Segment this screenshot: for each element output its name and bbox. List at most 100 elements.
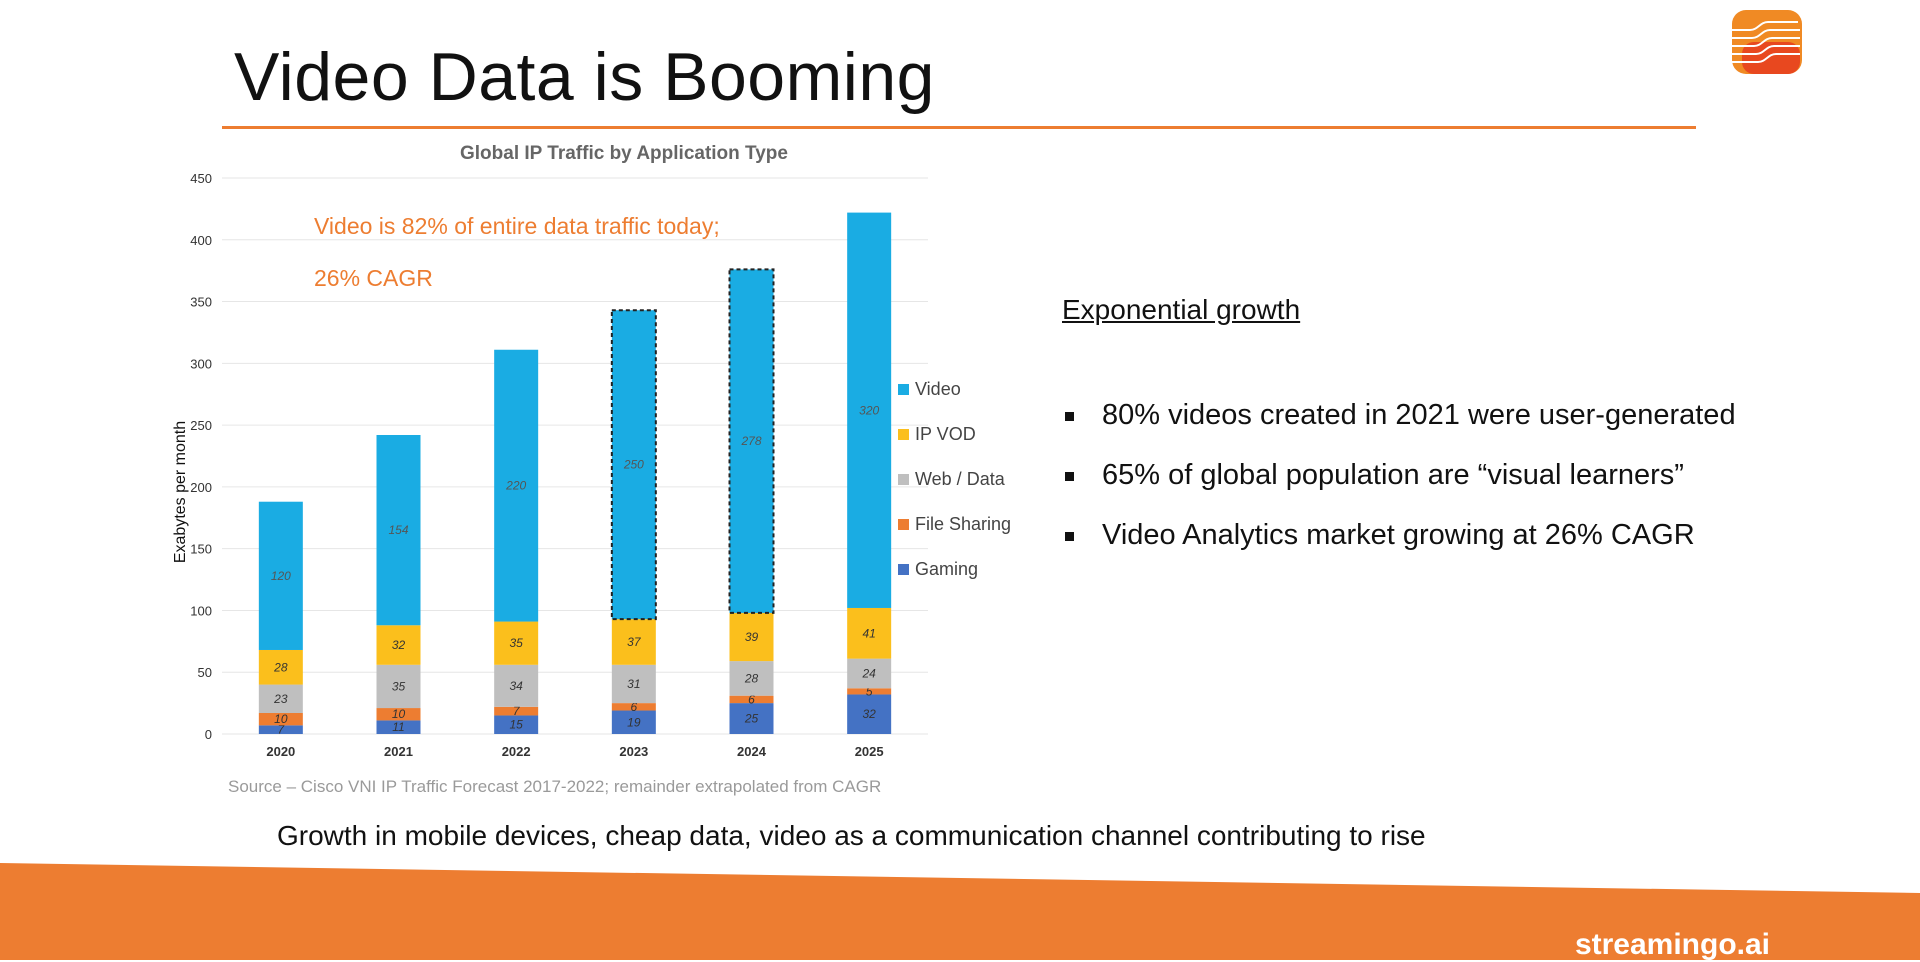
legend-label: Video [915,379,961,399]
bar-segment [610,309,657,621]
bar-data-label: 39 [745,630,759,644]
legend-swatch [898,564,909,575]
legend-swatch [898,519,909,530]
bar-segment [729,612,774,662]
bar-segment [611,619,656,665]
bar-data-label: 34 [509,679,523,693]
bar-segment [376,664,421,709]
bar-segment [258,501,303,650]
bar-data-label: 24 [861,666,876,680]
y-tick-label: 350 [190,295,212,310]
bar-data-label: 28 [273,660,288,674]
chart-annotation-line-2: 26% CAGR [314,265,433,291]
bar-data-label: 31 [627,677,640,691]
bar-segment [258,712,303,726]
y-tick-label: 0 [205,727,212,742]
bar-segment [611,703,656,711]
bar-segment [847,607,892,659]
slide-title: Video Data is Booming [234,39,935,115]
bar-segment [847,694,892,734]
bar-data-label: 120 [271,569,291,583]
legend-label: Web / Data [915,469,1006,489]
bar-stacks: 7102328120111035321541573435220196313725… [258,212,892,737]
bar-data-label: 6 [630,700,637,714]
bar-data-label: 35 [509,636,523,650]
bar-data-label: 10 [274,712,288,726]
right-heading: Exponential growth [1062,294,1301,325]
bar-data-label: 28 [744,671,759,685]
bar-data-label: 278 [740,434,761,448]
legend-label: Gaming [915,559,978,579]
bar-segment [728,268,775,614]
bar-data-label: 41 [862,626,875,640]
y-axis-label: Exabytes per month [172,421,189,563]
bar-segment [376,708,421,721]
bar-data-label: 11 [392,720,404,734]
bar-data-label: 154 [388,523,408,537]
bar-data-label: 23 [273,692,288,706]
bar-segment [376,720,421,734]
y-tick-label: 100 [190,603,212,618]
brand-name: streamingo.ai [1574,928,1770,961]
x-axis-ticks: 2020 2021 2022 2023 2024 2025 [266,744,883,759]
bullet-item: Video Analytics market growing at 26% CA… [1062,520,1736,550]
legend-label: IP VOD [915,424,976,444]
legend-swatch [898,474,909,485]
bullet-item: 80% videos created in 2021 were user-gen… [1062,400,1736,430]
bar-segment [611,664,656,704]
bar-data-label: 35 [392,679,406,693]
bar-data-label: 6 [748,692,755,706]
bar-data-label: 5 [866,684,873,698]
streamingo-logo-icon [1720,10,1802,74]
bar-segment [494,664,539,707]
bar-segment [376,434,421,626]
chart-annotation-line-1: Video is 82% of entire data traffic toda… [314,213,720,239]
bar-segment [729,695,774,704]
y-tick-label: 250 [190,418,212,433]
legend-swatch [898,384,909,395]
bar-data-label: 220 [505,479,526,493]
y-tick-label: 300 [190,356,212,371]
bar-segment [258,684,303,713]
bar-data-label: 320 [859,403,879,417]
footer-text: Growth in mobile devices, cheap data, vi… [277,820,1426,851]
bar-segment [258,725,303,734]
y-tick-label: 200 [190,480,212,495]
y-tick-label: 150 [190,542,212,557]
bullet-item: 65% of global population are “visual lea… [1062,460,1736,490]
bar-segment [611,710,656,734]
chart-title: Global IP Traffic by Application Type [460,143,788,164]
bar-data-label: 250 [623,458,644,472]
bar-segment [376,625,421,665]
gridlines [222,177,928,735]
x-tick-label: 2024 [737,744,767,759]
bar-segment [494,715,539,734]
y-tick-label: 50 [198,665,212,680]
x-tick-label: 2022 [502,744,531,759]
x-tick-label: 2023 [619,744,648,759]
bar-data-label: 7 [513,704,521,718]
bar-data-label: 25 [744,712,759,726]
bar-segment [847,688,892,695]
bar-segment [494,706,539,716]
x-tick-label: 2025 [855,744,884,759]
title-divider [222,126,1696,129]
chart-source: Source – Cisco VNI IP Traffic Forecast 2… [228,777,881,796]
bar-segment [729,661,774,696]
traffic-chart-container: Global IP Traffic by Application Type 0 5… [160,138,1040,798]
legend: Video IP VOD Web / Data File Sharing Gaming [898,379,1011,579]
y-tick-label: 400 [190,233,212,248]
y-axis-ticks: 0 50 100 150 200 250 300 350 400 450 [190,171,212,742]
bullet-list: 80% videos created in 2021 were user-gen… [1062,400,1736,580]
bar-data-label: 15 [509,718,523,732]
bar-data-label: 37 [627,635,642,649]
legend-swatch [898,429,909,440]
bar-data-label: 19 [627,715,641,729]
bar-segment [847,658,892,689]
bar-data-label: 32 [862,707,876,721]
legend-label: File Sharing [915,514,1011,534]
bar-segment [729,703,774,734]
bar-data-label: 7 [277,723,285,737]
traffic-chart: Global IP Traffic by Application Type 0 5… [172,143,1011,796]
bar-segment [494,349,539,622]
